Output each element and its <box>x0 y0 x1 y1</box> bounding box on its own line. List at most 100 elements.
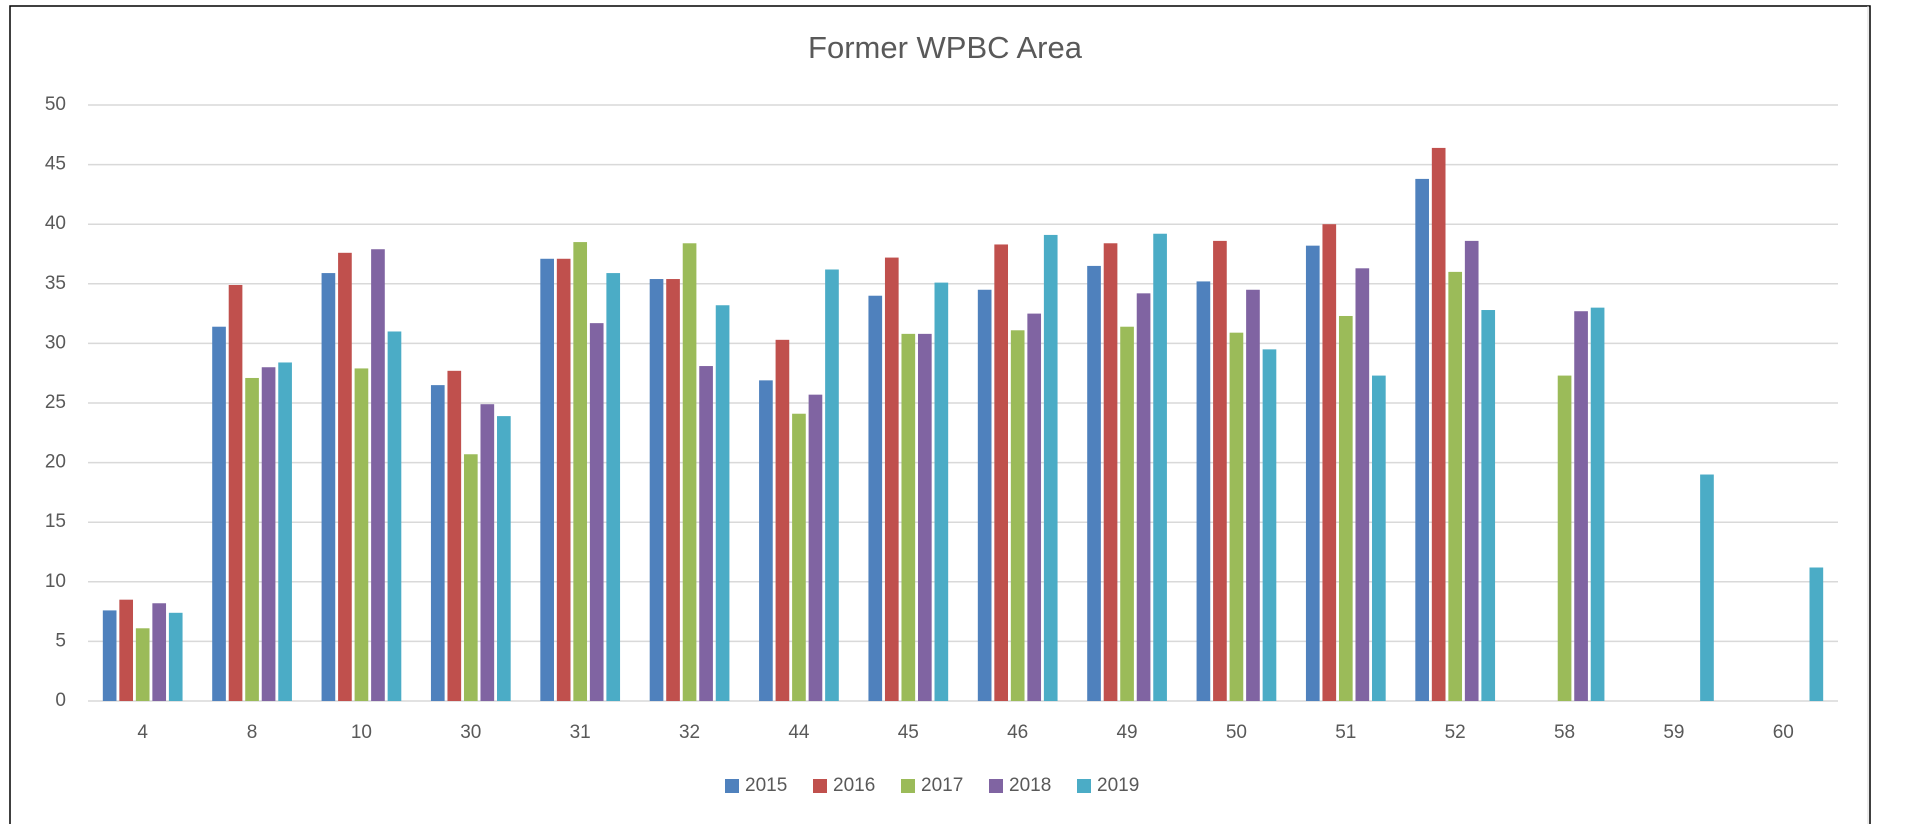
bar <box>430 385 445 701</box>
y-tick-label: 20 <box>45 452 66 473</box>
bar <box>1213 240 1227 701</box>
bar <box>480 404 495 701</box>
x-tick-label: 60 <box>1773 722 1794 743</box>
bar <box>1136 293 1151 701</box>
legend-swatch <box>813 779 827 793</box>
bar <box>699 366 713 701</box>
bar <box>497 416 511 701</box>
bar <box>1043 234 1058 702</box>
bar <box>119 599 134 701</box>
x-tick-label: 51 <box>1335 722 1356 743</box>
bar <box>606 273 621 701</box>
bar <box>321 273 336 701</box>
bar <box>1087 265 1101 701</box>
bar <box>901 333 916 701</box>
bar <box>1464 240 1479 701</box>
bar <box>168 612 183 701</box>
chart-title: Former WPBC Area <box>808 30 1083 65</box>
bar <box>228 284 243 701</box>
x-tick-label: 44 <box>788 722 810 743</box>
bar <box>1431 147 1446 702</box>
bar <box>1262 349 1277 701</box>
bar <box>245 377 259 701</box>
bar <box>556 258 571 701</box>
bar <box>1305 245 1320 701</box>
y-tick-label: 15 <box>45 511 66 532</box>
bar <box>1557 375 1572 701</box>
bar <box>825 269 839 701</box>
legend-label: 2019 <box>1097 775 1139 796</box>
bar <box>338 252 352 702</box>
bar <box>1120 326 1134 701</box>
bar <box>447 370 462 701</box>
bar <box>1590 307 1605 701</box>
x-tick-label: 45 <box>898 722 919 743</box>
bar <box>1010 330 1025 701</box>
bar <box>135 628 150 701</box>
bar <box>1574 311 1588 701</box>
legend-label: 2016 <box>833 775 875 796</box>
legend-swatch <box>725 779 739 793</box>
x-tick-label: 30 <box>460 722 481 743</box>
bar <box>387 331 402 701</box>
x-tick-label: 59 <box>1663 722 1684 743</box>
bar <box>994 244 1009 702</box>
y-tick-label: 5 <box>55 630 66 651</box>
bar <box>1153 233 1167 701</box>
bar <box>573 242 588 701</box>
bar <box>152 603 167 701</box>
bar <box>1372 375 1386 701</box>
bar <box>1448 271 1463 701</box>
bar <box>1103 243 1118 701</box>
bar <box>589 323 604 701</box>
bar <box>1415 178 1429 702</box>
bar <box>1196 281 1211 701</box>
x-tick-label: 46 <box>1007 722 1028 743</box>
bar <box>808 394 823 701</box>
bar <box>1481 310 1496 701</box>
bar <box>261 367 276 701</box>
bar <box>1229 332 1244 701</box>
bar <box>977 289 992 701</box>
y-tick-label: 45 <box>45 154 66 175</box>
bar <box>1322 224 1337 701</box>
x-tick-label: 58 <box>1554 722 1575 743</box>
bar <box>354 368 369 701</box>
bar <box>1700 474 1714 701</box>
bar <box>934 282 949 701</box>
bar <box>1338 315 1353 701</box>
bar <box>278 362 292 701</box>
y-tick-label: 50 <box>45 94 66 115</box>
legend-swatch <box>1077 779 1091 793</box>
bar <box>682 243 697 701</box>
bar <box>884 257 899 701</box>
bar <box>775 339 790 701</box>
bar <box>666 279 680 701</box>
x-tick-label: 10 <box>351 722 372 743</box>
bar <box>792 413 806 701</box>
bar <box>649 279 664 701</box>
bar <box>1355 268 1370 701</box>
bar <box>540 258 554 701</box>
x-tick-label: 31 <box>570 722 591 743</box>
x-tick-label: 8 <box>247 722 258 743</box>
x-tick-label: 4 <box>137 722 148 743</box>
bar <box>1027 313 1042 701</box>
legend-label: 2018 <box>1009 775 1051 796</box>
x-tick-label: 32 <box>679 722 700 743</box>
legend-label: 2017 <box>921 775 963 796</box>
y-tick-label: 30 <box>45 332 66 353</box>
x-tick-label: 52 <box>1445 722 1466 743</box>
bar <box>1246 289 1260 701</box>
y-tick-label: 25 <box>45 392 66 413</box>
bar <box>1809 567 1824 701</box>
y-tick-label: 10 <box>45 571 66 592</box>
x-tick-label: 50 <box>1226 722 1247 743</box>
x-tick-label: 49 <box>1116 722 1137 743</box>
y-tick-label: 35 <box>45 273 66 294</box>
bar <box>102 610 117 701</box>
y-tick-label: 0 <box>55 690 66 711</box>
bar <box>212 326 226 701</box>
bar <box>371 249 385 701</box>
